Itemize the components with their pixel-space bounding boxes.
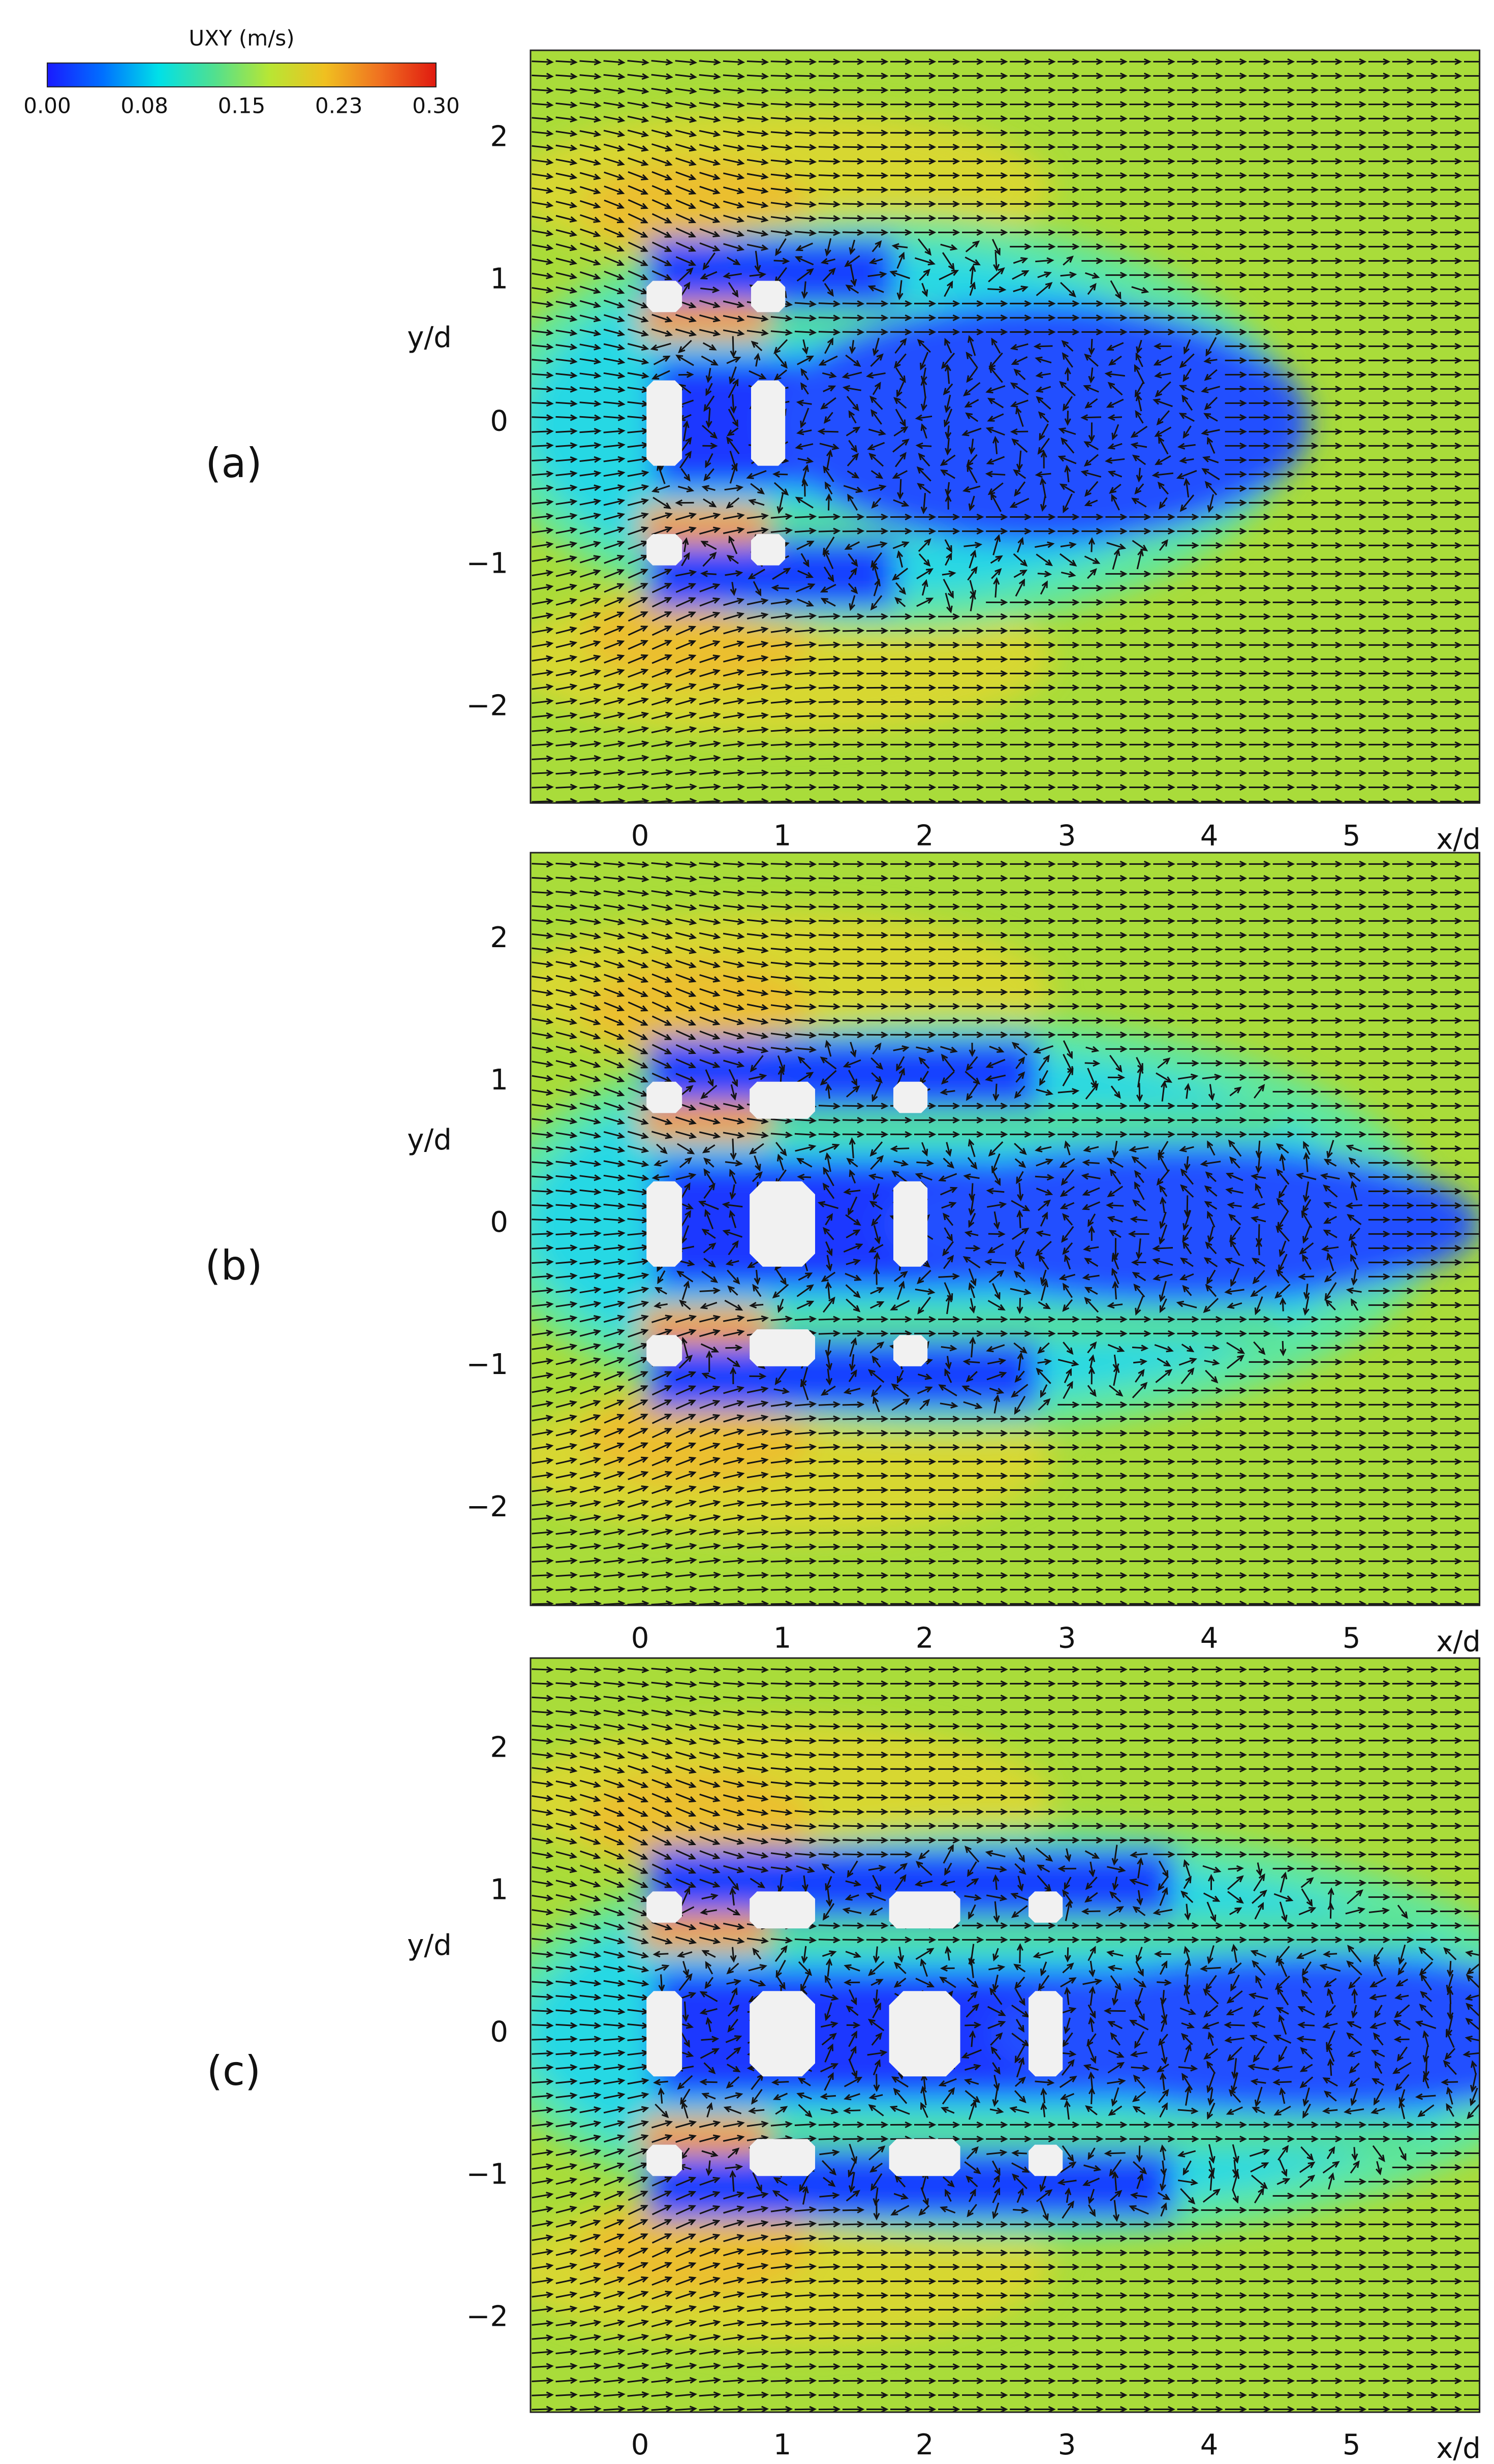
obstacle bbox=[750, 1329, 815, 1366]
obstacle bbox=[1029, 1891, 1063, 1923]
obstacle bbox=[646, 1335, 682, 1366]
obstacle bbox=[750, 1991, 815, 2077]
colorbar bbox=[47, 63, 437, 87]
flow-field bbox=[531, 1658, 1480, 2412]
x-tick-label: 3 bbox=[1058, 819, 1076, 852]
y-tick-label: 0 bbox=[490, 2015, 508, 2048]
y-tick-label: 0 bbox=[490, 405, 508, 438]
colorbar-tick-label: 0.30 bbox=[412, 93, 460, 118]
x-tick-label: 4 bbox=[1200, 1621, 1219, 1655]
y-tick-label: −1 bbox=[466, 2158, 508, 2191]
y-tick-label: 1 bbox=[490, 1873, 508, 1906]
obstacle bbox=[889, 1991, 960, 2077]
plot-frame bbox=[530, 852, 1481, 1606]
contour bbox=[583, 2197, 811, 2297]
y-tick-label: −1 bbox=[466, 547, 508, 580]
x-tick-label: 5 bbox=[1343, 819, 1361, 852]
obstacle bbox=[750, 1181, 815, 1267]
obstacle bbox=[893, 1181, 928, 1267]
y-tick-label: 2 bbox=[490, 120, 508, 153]
x-axis-label: x/d bbox=[1436, 823, 1481, 856]
obstacle bbox=[893, 1081, 928, 1113]
colorbar-tick-label: 0.00 bbox=[23, 93, 71, 118]
y-tick-label: 1 bbox=[490, 263, 508, 296]
x-tick-label: 1 bbox=[773, 819, 792, 852]
obstacle bbox=[646, 280, 682, 313]
x-tick-label: 2 bbox=[916, 2428, 934, 2461]
plot-frame bbox=[530, 1657, 1481, 2413]
colorbar-title: UXY (m/s) bbox=[189, 26, 294, 51]
x-axis-label: x/d bbox=[1436, 2432, 1481, 2464]
x-tick-label: 3 bbox=[1058, 2428, 1076, 2461]
y-axis-label: y/d bbox=[407, 1929, 452, 1962]
contour bbox=[768, 302, 1309, 544]
x-tick-label: 5 bbox=[1343, 1621, 1361, 1655]
x-tick-label: 5 bbox=[1343, 2428, 1361, 2461]
obstacle bbox=[1029, 2144, 1063, 2176]
y-tick-label: 2 bbox=[490, 1731, 508, 1764]
panel-label: (c) bbox=[207, 2047, 261, 2095]
y-tick-label: −2 bbox=[466, 1490, 508, 1523]
x-tick-label: 2 bbox=[916, 819, 934, 852]
obstacle bbox=[646, 534, 682, 566]
obstacle bbox=[646, 1181, 682, 1267]
y-tick-label: 1 bbox=[490, 1064, 508, 1097]
obstacle bbox=[751, 380, 786, 466]
obstacle bbox=[750, 1891, 815, 1928]
colorbar-tick-label: 0.08 bbox=[120, 93, 168, 118]
speed-contours bbox=[531, 110, 1309, 736]
x-tick-label: 3 bbox=[1058, 1621, 1076, 1655]
x-tick-label: 2 bbox=[916, 1621, 934, 1655]
obstacle bbox=[646, 1891, 682, 1923]
obstacle bbox=[750, 2139, 815, 2176]
obstacle bbox=[646, 2144, 682, 2176]
obstacle bbox=[889, 2139, 960, 2176]
x-tick-label: 0 bbox=[631, 2428, 649, 2461]
obstacle bbox=[893, 1335, 928, 1366]
flow-field bbox=[531, 853, 1480, 1606]
flow-field bbox=[531, 50, 1480, 803]
contour bbox=[882, 1145, 1480, 1302]
x-tick-label: 1 bbox=[773, 2428, 792, 2461]
x-tick-label: 0 bbox=[631, 819, 649, 852]
colorbar-tick-label: 0.15 bbox=[218, 93, 266, 118]
y-tick-label: 0 bbox=[490, 1206, 508, 1239]
plot-frame bbox=[530, 49, 1481, 804]
obstacle bbox=[889, 1891, 960, 1928]
y-axis-label: y/d bbox=[407, 321, 452, 354]
y-tick-label: −1 bbox=[466, 1348, 508, 1381]
obstacle bbox=[751, 280, 786, 313]
x-tick-label: 4 bbox=[1200, 819, 1219, 852]
x-tick-label: 4 bbox=[1200, 2428, 1219, 2461]
obstacle bbox=[750, 1081, 815, 1119]
obstacle bbox=[646, 380, 682, 466]
y-tick-label: −2 bbox=[466, 690, 508, 723]
y-tick-label: −2 bbox=[466, 2300, 508, 2333]
x-axis-label: x/d bbox=[1436, 1625, 1481, 1658]
y-tick-label: 2 bbox=[490, 921, 508, 954]
x-tick-label: 1 bbox=[773, 1621, 792, 1655]
colorbar-tick-label: 0.23 bbox=[315, 93, 363, 118]
obstacle bbox=[1029, 1991, 1063, 2077]
panel-label: (b) bbox=[205, 1242, 262, 1289]
obstacle bbox=[646, 1081, 682, 1113]
y-axis-label: y/d bbox=[407, 1124, 452, 1157]
contour bbox=[647, 1039, 1039, 1110]
obstacle bbox=[646, 1991, 682, 2077]
x-tick-label: 0 bbox=[631, 1621, 649, 1655]
obstacle bbox=[751, 534, 786, 566]
contour bbox=[583, 1770, 811, 1870]
panel-label: (a) bbox=[205, 440, 262, 487]
